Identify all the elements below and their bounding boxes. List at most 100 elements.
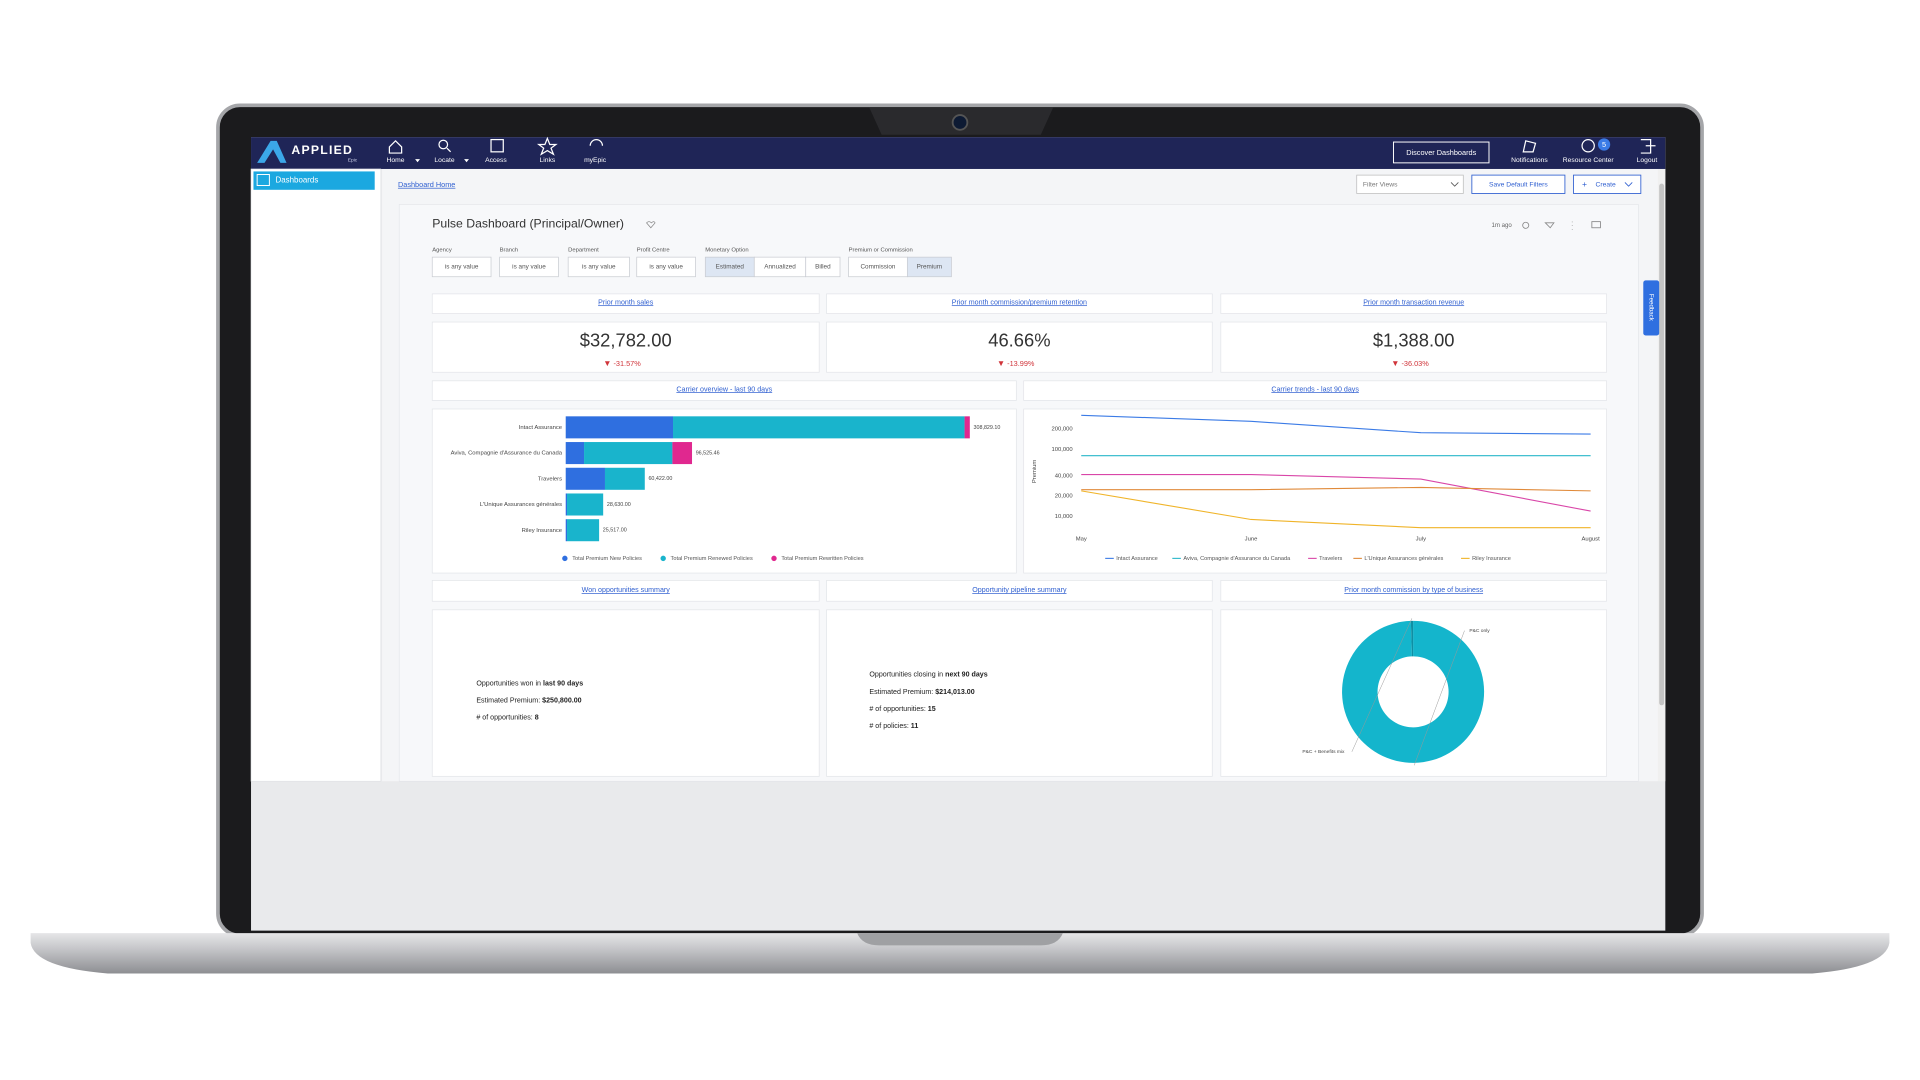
y-tick-label: L'Unique Assurances générales bbox=[480, 502, 562, 508]
chart-title[interactable]: Carrier overview - last 90 days bbox=[676, 385, 772, 393]
summary-value: last 90 days bbox=[543, 679, 583, 687]
filter-label: Department bbox=[568, 247, 599, 253]
filter-label: Monetary Option bbox=[705, 247, 748, 253]
feedback-tab[interactable] bbox=[1643, 280, 1660, 336]
y-tick-label: Intact Assurance bbox=[519, 425, 562, 431]
bar-segment bbox=[565, 519, 568, 542]
discover-label[interactable]: Discover Dashboards bbox=[1406, 148, 1476, 157]
summary-title[interactable]: Opportunity pipeline summary bbox=[972, 586, 1067, 594]
x-tick-label: May bbox=[1076, 536, 1087, 542]
kpi-title-box bbox=[431, 293, 820, 314]
filter-views[interactable] bbox=[1356, 174, 1464, 194]
summary-text: # of opportunities: bbox=[476, 713, 534, 721]
save-label[interactable]: Save Default Filters bbox=[1489, 182, 1548, 189]
summary-title[interactable]: Won opportunities summary bbox=[582, 586, 671, 594]
summary-box bbox=[826, 609, 1213, 777]
summary-value: $214,013.00 bbox=[935, 688, 975, 696]
logout-label[interactable]: Logout bbox=[1637, 157, 1658, 164]
kpi-title[interactable]: Prior month transaction revenue bbox=[1363, 298, 1464, 306]
chart-title[interactable]: Carrier trends - last 90 days bbox=[1271, 385, 1359, 393]
filter-option[interactable] bbox=[805, 256, 841, 278]
filter-option-label[interactable]: Estimated bbox=[716, 264, 745, 271]
legend-label: Total Premium Renewed Policies bbox=[671, 556, 753, 562]
filter-option[interactable] bbox=[431, 256, 492, 278]
nav-icons bbox=[388, 136, 1656, 156]
brand-sub: Epic bbox=[348, 158, 358, 164]
line-series bbox=[1081, 414, 1591, 435]
nav-item[interactable]: Locate bbox=[434, 157, 454, 164]
kpi-title[interactable]: Prior month commission/premium retention bbox=[952, 298, 1087, 306]
filter-option-label[interactable]: Premium bbox=[917, 264, 942, 271]
chart-box bbox=[1023, 408, 1607, 574]
create-button[interactable] bbox=[1573, 174, 1642, 194]
filter-option[interactable] bbox=[906, 256, 952, 278]
nav-item[interactable]: Home bbox=[387, 157, 405, 164]
nav-caret bbox=[415, 159, 421, 163]
down-arrow bbox=[998, 361, 1004, 367]
chevron bbox=[1624, 182, 1633, 187]
bar-segment bbox=[567, 519, 600, 542]
badge: 5 bbox=[1602, 140, 1606, 149]
home-icon bbox=[388, 139, 403, 154]
legend-label: Intact Assurance bbox=[1116, 556, 1158, 562]
bar-segment bbox=[567, 493, 604, 516]
folder-icon[interactable] bbox=[1591, 221, 1601, 229]
legend-marker bbox=[562, 555, 568, 562]
filter-option-label[interactable]: is any value bbox=[445, 264, 479, 271]
filter-option-label[interactable]: Annualized bbox=[764, 264, 796, 271]
filter-option[interactable] bbox=[567, 256, 630, 278]
sidebar-item-bg[interactable] bbox=[253, 171, 375, 190]
filter-option[interactable] bbox=[499, 256, 559, 278]
filter-label: Agency bbox=[432, 247, 452, 253]
sidebar bbox=[250, 168, 382, 782]
bar-segment bbox=[673, 416, 965, 439]
scrollbar-thumb[interactable] bbox=[1659, 183, 1665, 706]
kpi-change: -31.57% bbox=[613, 359, 641, 368]
resource-center-label[interactable]: Resource Center bbox=[1563, 157, 1615, 164]
legend-marker bbox=[660, 555, 666, 562]
chart-title[interactable]: Prior month commission by type of busine… bbox=[1344, 586, 1483, 594]
filter-icon[interactable] bbox=[1544, 222, 1555, 229]
favorite-icon[interactable] bbox=[646, 221, 656, 229]
filter-option-label[interactable]: is any value bbox=[649, 264, 683, 271]
logo-mark bbox=[257, 140, 287, 163]
filter-option-label[interactable]: Billed bbox=[815, 264, 831, 271]
save-button[interactable] bbox=[1471, 174, 1566, 194]
filter-option-label[interactable]: is any value bbox=[582, 264, 616, 271]
refresh-icon[interactable] bbox=[1522, 221, 1530, 229]
create-label[interactable]: Create bbox=[1596, 182, 1616, 189]
pie-slice bbox=[1410, 620, 1414, 657]
filter-option[interactable] bbox=[636, 256, 696, 278]
notifications-label[interactable]: Notifications bbox=[1511, 157, 1548, 164]
filter-option-label[interactable]: Commission bbox=[860, 264, 895, 271]
summary-line: Opportunities won in last 90 days bbox=[476, 679, 583, 687]
nav-item[interactable]: Access bbox=[485, 157, 507, 164]
laptop: APPLIED Epic Home Locate Access Links myEpic… bbox=[30, 103, 1890, 974]
bar-segment bbox=[565, 416, 674, 439]
filter-views-label[interactable]: Filter Views bbox=[1363, 182, 1398, 189]
summary-title-box bbox=[431, 580, 820, 602]
pie-label: P&C only bbox=[1469, 628, 1490, 634]
kpi-title[interactable]: Prior month sales bbox=[598, 298, 654, 306]
y-tick-label: 100,000 bbox=[1051, 447, 1073, 453]
chart-title-box bbox=[1220, 580, 1607, 602]
kpi-box bbox=[826, 321, 1213, 373]
feedback-label[interactable]: Feedback bbox=[1648, 294, 1655, 322]
legend-label: Aviva, Compagnie d'Assurance du Canada bbox=[1183, 556, 1291, 562]
legend-label: L'Unique Assurances générales bbox=[1364, 556, 1443, 562]
breadcrumb[interactable]: Dashboard Home bbox=[398, 180, 455, 189]
nav-item[interactable]: myEpic bbox=[584, 157, 607, 164]
nav-caret bbox=[464, 159, 469, 163]
filter-option-label[interactable]: is any value bbox=[512, 264, 546, 271]
dashboard-content: Agency is any value Branch is any value Depa… bbox=[431, 247, 1607, 777]
y-tick-label: Riley Insurance bbox=[522, 528, 562, 534]
discover-button[interactable] bbox=[1392, 141, 1490, 164]
total-label: 96,525.46 bbox=[696, 450, 720, 456]
nav-item[interactable]: Links bbox=[540, 157, 556, 164]
summary-text: # of opportunities: bbox=[869, 705, 927, 713]
sidebar-item[interactable]: Dashboards bbox=[276, 176, 319, 185]
legend-marker bbox=[771, 555, 777, 562]
kpi-change: -36.03% bbox=[1401, 359, 1429, 368]
notifications-icon bbox=[1522, 140, 1537, 153]
